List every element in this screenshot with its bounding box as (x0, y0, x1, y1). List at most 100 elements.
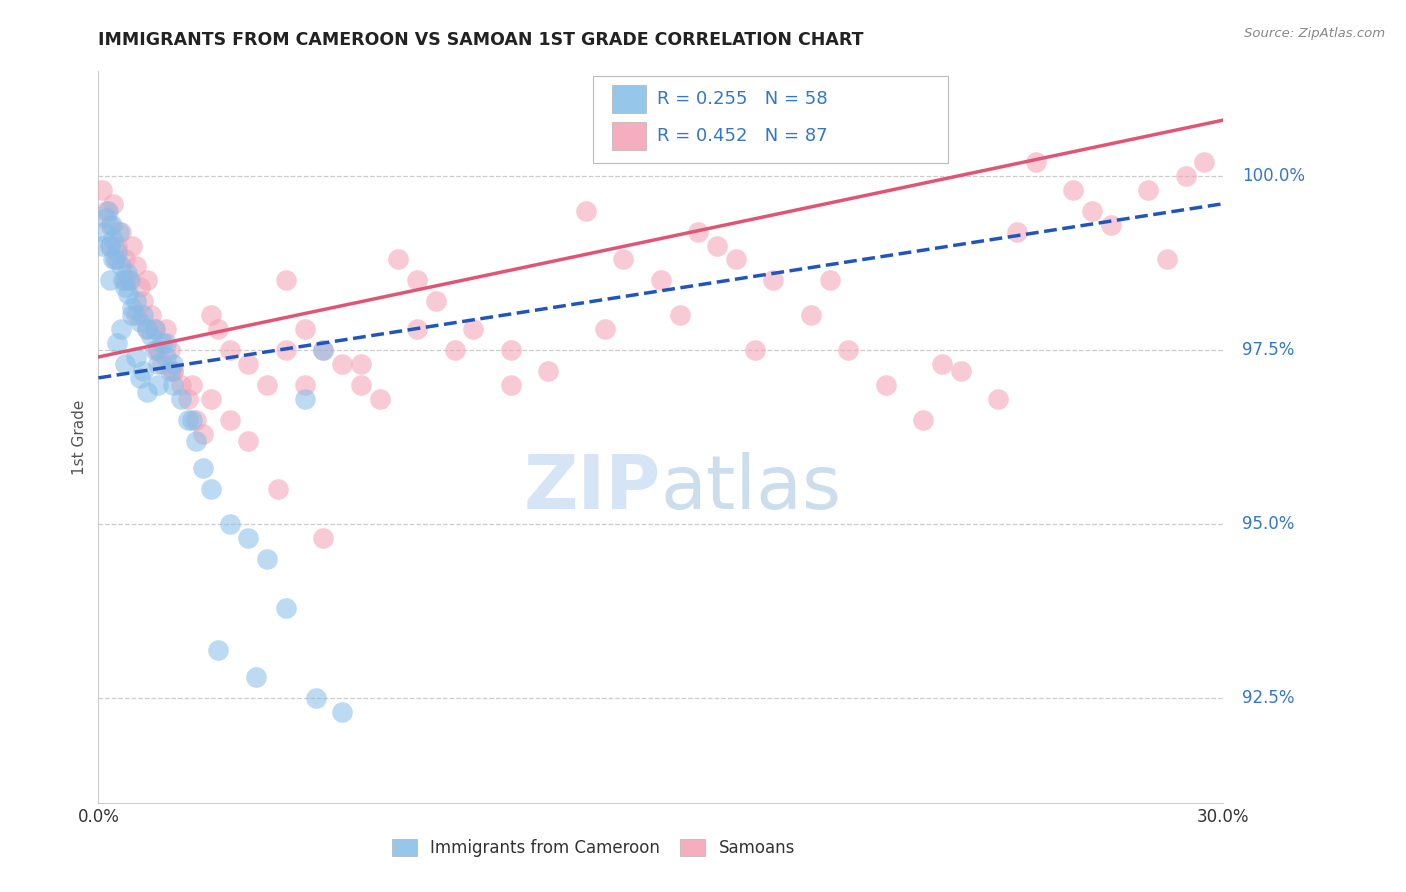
Point (105, 245, 128, 260)
Point (148, 343, 170, 357)
Point (463, 322, 485, 336)
Point (121, 308, 143, 322)
Point (139, 329, 162, 343)
Point (94, 211, 117, 225)
Text: atlas: atlas (661, 451, 842, 524)
Point (238, 434, 260, 448)
Point (294, 392, 316, 406)
Point (148, 377, 170, 392)
Point (132, 294, 155, 309)
Point (800, 308, 823, 322)
Text: Source: ZipAtlas.com: Source: ZipAtlas.com (1244, 27, 1385, 40)
Point (350, 377, 373, 392)
Point (425, 294, 447, 309)
Point (110, 225, 132, 239)
Point (312, 343, 335, 357)
Point (837, 343, 859, 357)
Point (274, 273, 297, 287)
Point (1156, 252, 1178, 267)
Point (91, 183, 114, 197)
Point (193, 426, 215, 441)
Point (406, 322, 429, 336)
Point (177, 392, 200, 406)
Point (688, 225, 710, 239)
Point (305, 691, 328, 706)
Point (98, 273, 121, 287)
Point (1005, 225, 1028, 239)
Point (125, 308, 148, 322)
Point (136, 322, 159, 336)
Point (193, 461, 215, 475)
Point (706, 238, 728, 252)
Point (330, 357, 353, 371)
Point (103, 231, 125, 245)
Point (170, 377, 193, 392)
Text: R = 0.452   N = 87: R = 0.452 N = 87 (658, 127, 828, 145)
Point (931, 357, 953, 371)
Point (200, 483, 222, 497)
Point (139, 308, 162, 322)
Point (114, 252, 136, 267)
Point (1081, 203, 1104, 218)
Point (162, 364, 184, 378)
Point (128, 315, 150, 329)
Point (1194, 155, 1216, 169)
Point (312, 343, 335, 357)
Point (387, 252, 409, 267)
Point (177, 412, 200, 426)
Text: 92.5%: 92.5% (1241, 690, 1295, 707)
Point (105, 238, 128, 252)
Point (593, 322, 616, 336)
Point (330, 705, 353, 719)
Point (575, 203, 598, 218)
Point (406, 273, 429, 287)
Point (108, 225, 131, 239)
Point (136, 273, 159, 287)
Point (818, 273, 841, 287)
Point (537, 364, 560, 378)
Point (110, 260, 132, 274)
Point (115, 266, 138, 280)
Point (111, 273, 134, 287)
Point (350, 357, 373, 371)
Point (121, 238, 143, 252)
Point (238, 357, 260, 371)
Y-axis label: 1st Grade: 1st Grade (72, 400, 87, 475)
Point (136, 384, 159, 399)
Point (128, 371, 150, 385)
Point (762, 273, 785, 287)
Point (155, 350, 177, 364)
Point (155, 336, 177, 351)
Point (207, 642, 229, 657)
Point (162, 357, 184, 371)
Point (117, 273, 139, 287)
Point (724, 252, 747, 267)
Point (121, 301, 143, 316)
Point (200, 392, 222, 406)
Point (98, 218, 121, 232)
Point (949, 364, 972, 378)
Point (155, 322, 177, 336)
Point (181, 377, 204, 392)
Bar (613, 122, 647, 150)
Point (114, 280, 136, 294)
Point (105, 252, 128, 267)
Point (744, 343, 766, 357)
Point (274, 600, 297, 615)
Point (103, 252, 125, 267)
Point (150, 336, 173, 351)
Point (120, 273, 142, 287)
Point (94, 203, 117, 218)
Point (104, 252, 127, 267)
Point (294, 322, 316, 336)
Point (148, 343, 170, 357)
Point (294, 377, 316, 392)
Point (103, 196, 125, 211)
Point (117, 287, 139, 301)
Point (256, 377, 278, 392)
Text: R = 0.255   N = 58: R = 0.255 N = 58 (658, 90, 828, 108)
Point (162, 364, 184, 378)
Point (136, 322, 159, 336)
Point (875, 377, 897, 392)
Point (184, 412, 207, 426)
